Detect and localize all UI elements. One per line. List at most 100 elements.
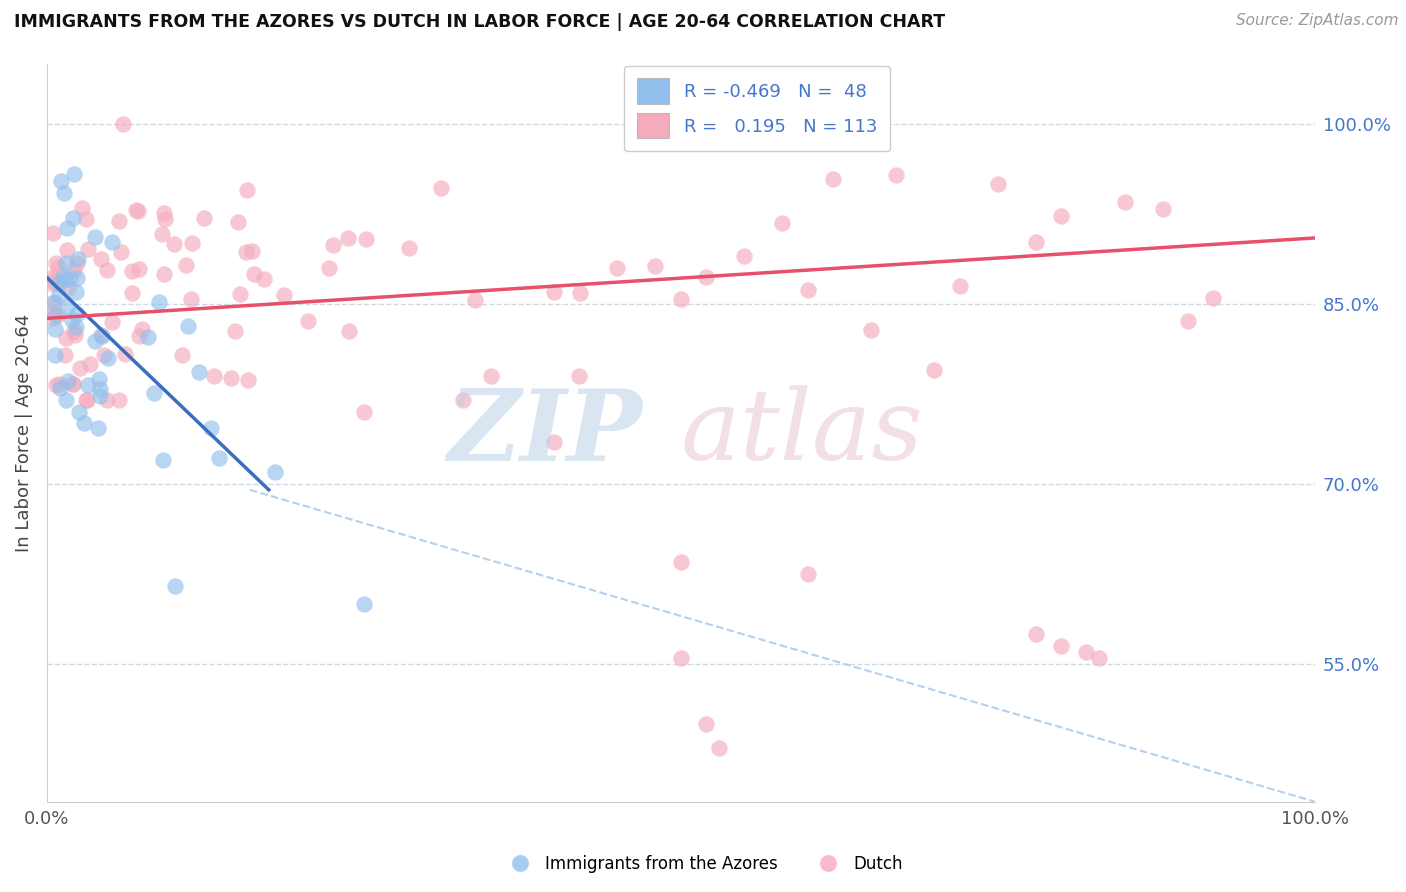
Y-axis label: In Labor Force | Age 20-64: In Labor Force | Age 20-64 [15,314,32,552]
Point [177,319,200,334]
Point [53,273,76,287]
Point [479,368,502,383]
Point [821,172,844,186]
Point [193,211,215,226]
Text: Source: ZipAtlas.com: Source: ZipAtlas.com [1236,13,1399,29]
Point [49,173,72,187]
Point [42,295,65,310]
Text: IMMIGRANTS FROM THE AZORES VS DUTCH IN LABOR FORCE | AGE 20-64 CORRELATION CHART: IMMIGRANTS FROM THE AZORES VS DUTCH IN L… [14,13,945,31]
Point [163,236,186,251]
Point [796,566,818,581]
Point [63,325,86,339]
Point [796,283,818,297]
Point [204,369,226,384]
Point [235,244,257,259]
Point [1025,235,1047,249]
Point [52,270,75,285]
Point [110,244,132,259]
Point [76,378,98,392]
Point [568,286,591,301]
Point [46,309,69,323]
Point [337,230,360,244]
Point [153,211,176,226]
Point [83,230,105,244]
Point [987,177,1010,191]
Point [121,264,143,278]
Point [188,365,211,379]
Point [924,363,946,377]
Point [56,281,79,295]
Point [58,374,80,388]
Point [65,285,87,299]
Point [543,285,565,299]
Point [125,203,148,218]
Point [66,256,89,270]
Point [42,226,65,240]
Point [543,434,565,449]
Text: atlas: atlas [681,385,924,481]
Point [1050,639,1073,653]
Point [107,214,129,228]
Point [273,287,295,301]
Point [242,244,264,259]
Point [45,255,67,269]
Point [108,392,131,407]
Point [42,310,65,325]
Point [44,348,66,362]
Point [62,376,84,391]
Point [859,323,882,337]
Point [136,330,159,344]
Point [1025,626,1047,640]
Point [337,324,360,338]
Legend: Immigrants from the Azores, Dutch: Immigrants from the Azores, Dutch [496,848,910,880]
Point [152,452,174,467]
Point [48,276,70,290]
Point [297,314,319,328]
Point [429,181,451,195]
Point [131,322,153,336]
Point [79,357,101,371]
Point [1114,195,1136,210]
Point [451,392,474,407]
Point [44,321,66,335]
Point [200,421,222,435]
Point [75,211,97,226]
Point [236,373,259,387]
Point [695,716,717,731]
Point [44,309,66,323]
Point [86,421,108,435]
Point [236,183,259,197]
Point [65,327,87,342]
Point [62,167,84,181]
Point [264,465,287,479]
Point [733,249,755,263]
Point [398,241,420,255]
Point [66,270,89,285]
Point [707,740,730,755]
Point [70,201,93,215]
Point [65,319,87,334]
Point [1050,209,1073,223]
Point [464,293,486,307]
Point [42,304,65,318]
Point [73,416,96,430]
Point [96,392,118,407]
Point [163,579,186,593]
Point [75,392,97,407]
Point [170,349,193,363]
Point [669,555,692,569]
Point [63,263,86,277]
Point [1202,291,1225,305]
Point [84,334,107,348]
Point [66,307,89,321]
Point [69,361,91,376]
Point [229,287,252,301]
Point [53,348,76,362]
Point [55,243,77,257]
Point [90,252,112,267]
Point [228,215,250,229]
Point [695,269,717,284]
Point [353,405,375,419]
Point [96,262,118,277]
Point [153,267,176,281]
